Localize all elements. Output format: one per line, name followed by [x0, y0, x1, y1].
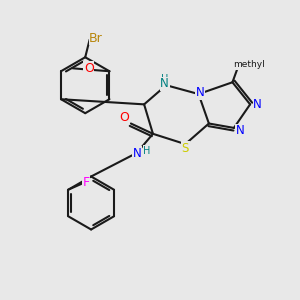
Text: F: F: [82, 176, 89, 189]
Text: O: O: [84, 62, 94, 75]
Text: methyl: methyl: [233, 60, 265, 69]
Text: H: H: [143, 146, 151, 156]
Text: N: N: [253, 98, 262, 111]
Text: Br: Br: [89, 32, 103, 45]
Text: N: N: [160, 77, 169, 90]
Text: N: N: [236, 124, 244, 137]
Text: H: H: [161, 74, 168, 84]
Text: S: S: [182, 142, 189, 155]
Text: N: N: [196, 86, 204, 99]
Text: O: O: [119, 110, 129, 124]
Text: N: N: [133, 147, 142, 160]
